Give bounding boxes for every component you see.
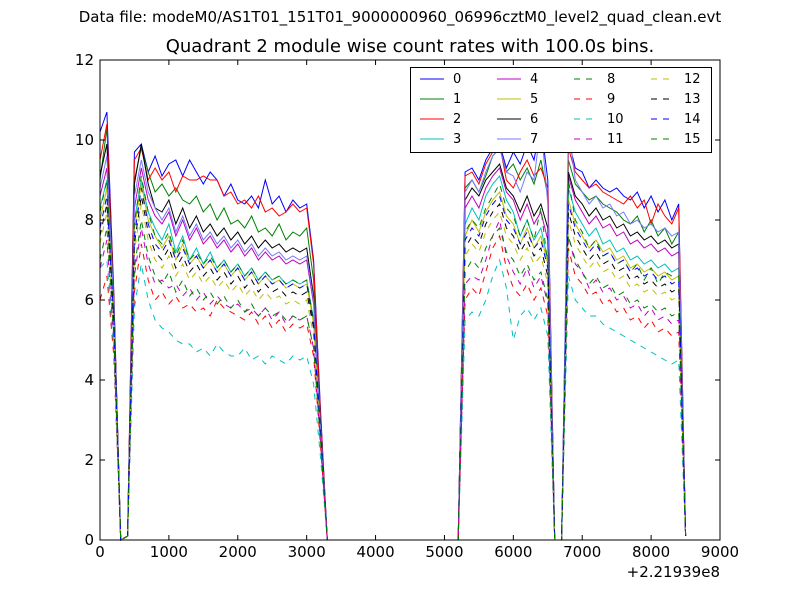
series-line-13 xyxy=(99,195,687,541)
legend-swatch xyxy=(420,118,444,120)
x-tick-label: 2000 xyxy=(219,543,257,561)
legend-item-0: 0 xyxy=(419,70,461,88)
legend-label: 6 xyxy=(530,111,539,127)
legend-label: 7 xyxy=(530,131,539,147)
legend-item-5: 5 xyxy=(496,90,538,108)
series-line-2 xyxy=(99,123,687,541)
legend-label: 0 xyxy=(453,71,462,87)
legend: 0 1 2 3 4 5 6 7 8 9 10 11 12 13 14 15 xyxy=(410,67,712,153)
y-tick-label: 4 xyxy=(84,371,94,389)
legend-label: 14 xyxy=(684,111,701,127)
series-line-9 xyxy=(99,234,687,541)
legend-label: 4 xyxy=(530,71,539,87)
legend-item-9: 9 xyxy=(573,90,615,108)
legend-swatch xyxy=(651,78,675,80)
suptitle: Data file: modeM0/AS1T01_151T01_90000009… xyxy=(78,8,722,26)
x-tick-label: 7000 xyxy=(563,543,601,561)
x-axis-offset-label: +2.21939e8 xyxy=(626,563,720,581)
series-layer xyxy=(99,111,687,541)
y-tick-label: 2 xyxy=(84,451,94,469)
series-line-1 xyxy=(99,127,687,541)
legend-swatch xyxy=(574,138,598,140)
y-tick-label: 12 xyxy=(75,51,94,69)
x-tick-label: 6000 xyxy=(494,543,532,561)
y-tick-label: 0 xyxy=(84,531,94,549)
legend-swatch xyxy=(497,118,521,120)
legend-item-6: 6 xyxy=(496,110,538,128)
legend-swatch xyxy=(497,78,521,80)
series-line-10 xyxy=(99,258,687,541)
legend-item-3: 3 xyxy=(419,130,461,148)
y-tick-label: 6 xyxy=(84,291,94,309)
x-tick-label: 5000 xyxy=(425,543,463,561)
legend-swatch xyxy=(574,78,598,80)
legend-label: 12 xyxy=(684,71,701,87)
series-line-14 xyxy=(99,187,687,541)
legend-swatch xyxy=(651,118,675,120)
legend-swatch xyxy=(497,138,521,140)
x-tick-label: 8000 xyxy=(632,543,670,561)
legend-item-12: 12 xyxy=(650,70,701,88)
legend-item-8: 8 xyxy=(573,70,615,88)
legend-label: 1 xyxy=(453,91,462,107)
legend-swatch xyxy=(651,98,675,100)
legend-swatch xyxy=(574,118,598,120)
series-line-0 xyxy=(99,111,687,541)
legend-label: 15 xyxy=(684,131,701,147)
legend-item-15: 15 xyxy=(650,130,701,148)
tick-layer: 0 1000 2000 3000 4000 5000 6000 7000 8000 9000 0 2 4… xyxy=(75,51,739,561)
legend-item-13: 13 xyxy=(650,90,701,108)
legend-item-7: 7 xyxy=(496,130,538,148)
legend-swatch xyxy=(497,98,521,100)
x-tick-label: 0 xyxy=(95,543,105,561)
x-tick-label: 4000 xyxy=(356,543,394,561)
legend-item-11: 11 xyxy=(573,130,624,148)
legend-label: 8 xyxy=(607,71,616,87)
legend-label: 5 xyxy=(530,91,539,107)
legend-item-14: 14 xyxy=(650,110,701,128)
series-line-15 xyxy=(99,219,687,541)
series-line-11 xyxy=(99,218,687,541)
y-tick-label: 10 xyxy=(75,131,94,149)
legend-label: 3 xyxy=(453,131,462,147)
legend-label: 2 xyxy=(453,111,462,127)
series-line-5 xyxy=(99,183,687,541)
legend-label: 11 xyxy=(607,131,624,147)
legend-item-1: 1 xyxy=(419,90,461,108)
legend-swatch xyxy=(651,138,675,140)
legend-label: 10 xyxy=(607,111,624,127)
legend-swatch xyxy=(420,78,444,80)
y-tick-label: 8 xyxy=(84,211,94,229)
legend-item-2: 2 xyxy=(419,110,461,128)
x-tick-label: 3000 xyxy=(288,543,326,561)
legend-swatch xyxy=(420,98,444,100)
x-tick-label: 1000 xyxy=(150,543,188,561)
x-tick-label: 9000 xyxy=(701,543,739,561)
legend-swatch xyxy=(420,138,444,140)
legend-item-10: 10 xyxy=(573,110,624,128)
legend-label: 9 xyxy=(607,91,616,107)
legend-swatch xyxy=(574,98,598,100)
legend-item-4: 4 xyxy=(496,70,538,88)
legend-label: 13 xyxy=(684,91,701,107)
chart-title: Quadrant 2 module wise count rates with … xyxy=(165,36,655,57)
